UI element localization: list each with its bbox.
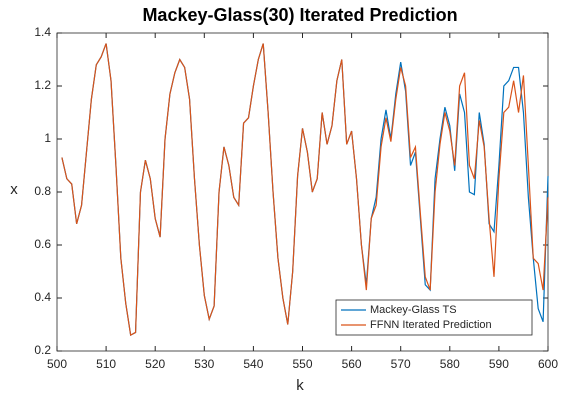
x-tick-label: 500 xyxy=(47,357,67,371)
x-tick-label: 510 xyxy=(96,357,116,371)
legend xyxy=(335,299,533,336)
legend-label: Mackey-Glass TS xyxy=(370,304,457,316)
y-tick-label: 0.6 xyxy=(34,237,51,251)
y-tick-label: 0.4 xyxy=(34,290,51,304)
line-series xyxy=(61,43,549,337)
y-tick-label: 0.2 xyxy=(34,343,51,357)
x-tick-label: 540 xyxy=(243,357,263,371)
y-axis-label: x xyxy=(10,181,18,198)
x-tick-label: 550 xyxy=(292,357,312,371)
x-tick-label: 570 xyxy=(391,357,411,371)
x-tick-label: 560 xyxy=(342,357,362,371)
x-tick-label: 600 xyxy=(538,357,558,371)
y-tick-label: 0.8 xyxy=(34,184,51,198)
x-axis-label: k xyxy=(296,377,304,394)
y-tick-label: 1.2 xyxy=(34,78,51,92)
x-tick-label: 530 xyxy=(194,357,214,371)
plot-area xyxy=(56,32,549,352)
y-tick-label: 1.4 xyxy=(34,25,51,39)
x-tick-label: 580 xyxy=(440,357,460,371)
legend-label: FFNN Iterated Prediction xyxy=(370,319,492,331)
y-tick-label: 1 xyxy=(44,131,51,145)
x-tick-label: 590 xyxy=(489,357,509,371)
chart-title: Mackey-Glass(30) Iterated Prediction xyxy=(142,5,457,25)
x-tick-label: 520 xyxy=(145,357,165,371)
